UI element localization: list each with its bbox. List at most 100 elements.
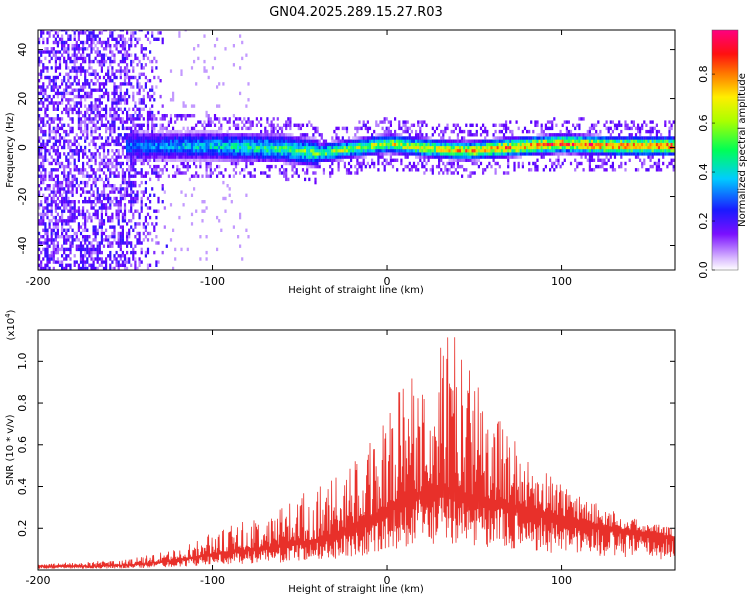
spectrogram-cell bbox=[452, 129, 455, 134]
spectrogram-cell bbox=[494, 155, 497, 159]
spectrogram-cell bbox=[186, 152, 189, 156]
spectrogram-cell bbox=[438, 164, 441, 169]
spectrogram-cell bbox=[121, 56, 124, 61]
spectrogram-cell bbox=[193, 114, 196, 118]
spectrogram-cell bbox=[82, 40, 85, 45]
spectrogram-cell bbox=[239, 145, 242, 150]
spectrogram-cell bbox=[278, 136, 281, 140]
spectrogram-cell bbox=[58, 184, 62, 188]
spectrogram-cell bbox=[58, 260, 62, 264]
spectrogram-cell bbox=[278, 158, 281, 162]
spectrogram-cell bbox=[107, 244, 110, 248]
spectrogram-cell bbox=[117, 149, 120, 153]
spectrogram-cell bbox=[433, 152, 436, 156]
spectrogram-cell bbox=[266, 155, 269, 159]
spectrogram-cell bbox=[209, 155, 212, 159]
spectrogram-cell bbox=[73, 139, 76, 143]
spectrogram-cell bbox=[109, 59, 112, 64]
spectrogram-cell bbox=[186, 155, 189, 159]
spectrogram-cell bbox=[356, 136, 359, 140]
spectrogram-cell bbox=[128, 257, 131, 261]
spectrogram-cell bbox=[128, 133, 131, 137]
spectrogram-cell bbox=[84, 222, 87, 226]
spectrogram-cell bbox=[165, 142, 168, 147]
spectrogram-cell bbox=[100, 168, 103, 172]
spectrogram-cell bbox=[123, 139, 127, 143]
spectrogram-cell bbox=[647, 168, 650, 172]
spectrogram-cell bbox=[216, 149, 219, 153]
spectrogram-cell bbox=[54, 133, 57, 137]
spectrogram-cell bbox=[423, 149, 426, 153]
spectrogram-cell bbox=[111, 79, 114, 83]
spectrogram-cell bbox=[38, 107, 41, 111]
spectrogram-cell bbox=[255, 152, 258, 156]
spectrogram-cell bbox=[82, 53, 85, 57]
spectrogram-cell bbox=[274, 155, 277, 159]
spectrogram-cell bbox=[555, 164, 558, 169]
spectrogram-cell bbox=[109, 263, 112, 267]
spectrogram-cell bbox=[44, 88, 47, 92]
spectrogram-cell bbox=[140, 101, 143, 105]
spectrogram-cell bbox=[40, 88, 43, 92]
spectrogram-cell bbox=[249, 126, 252, 131]
spectrogram-cell bbox=[90, 187, 93, 191]
spectrogram-cell bbox=[159, 174, 162, 178]
spectrogram-cell bbox=[299, 133, 302, 137]
spectrogram-cell bbox=[105, 164, 108, 169]
spectrogram-cell bbox=[270, 139, 273, 143]
spectrogram-cell bbox=[308, 145, 311, 150]
spectrogram-cell bbox=[276, 149, 279, 153]
spectrogram-cell bbox=[295, 139, 298, 143]
spectrogram-cell bbox=[77, 117, 80, 121]
spectrogram-cell bbox=[84, 129, 87, 134]
spectrogram-cell bbox=[406, 149, 409, 153]
spectrogram-cell bbox=[84, 174, 87, 178]
spectrogram-cell bbox=[163, 155, 166, 159]
spectrogram-cell bbox=[270, 158, 273, 162]
spectrogram-cell bbox=[435, 145, 439, 150]
spectrogram-cell bbox=[111, 225, 114, 229]
spectrogram-cell bbox=[94, 145, 97, 150]
spectrogram-cell bbox=[247, 171, 250, 175]
spectrogram-cell bbox=[115, 241, 118, 245]
spectrogram-cell bbox=[431, 145, 434, 150]
spectrogram-cell bbox=[544, 139, 547, 143]
spectrogram-cell bbox=[438, 142, 441, 147]
spectrogram-cell bbox=[377, 152, 380, 156]
spectrogram-cell bbox=[111, 59, 114, 64]
spectrogram-cell bbox=[56, 123, 59, 127]
spectrogram-cell bbox=[163, 114, 166, 118]
spectrogram-cell bbox=[84, 250, 87, 255]
spectrogram-cell bbox=[331, 168, 334, 172]
spectrogram-cell bbox=[161, 149, 164, 153]
spectrogram-cell bbox=[138, 107, 141, 111]
spectrogram-cell bbox=[228, 133, 231, 137]
spectrogram-cell bbox=[79, 120, 83, 124]
spectrogram-cell bbox=[435, 152, 439, 156]
spectrogram-cell bbox=[521, 142, 524, 147]
spectrogram-cell bbox=[123, 187, 127, 191]
spectrogram-cell bbox=[161, 40, 164, 45]
spectrogram-cell bbox=[595, 145, 598, 150]
spectrogram-cell bbox=[329, 149, 332, 153]
spectrogram-cell bbox=[232, 63, 235, 67]
spectrogram-cell bbox=[48, 161, 51, 166]
spectrogram-cell bbox=[157, 152, 160, 156]
spectrogram-cell bbox=[46, 184, 49, 188]
spectrogram-cell bbox=[92, 238, 95, 242]
spectrogram-cell bbox=[105, 40, 108, 45]
spectrogram-cell bbox=[86, 247, 89, 252]
spectrogram-cell bbox=[121, 123, 124, 127]
spectrogram-cell bbox=[417, 123, 420, 127]
spectrogram-cell bbox=[260, 136, 263, 140]
spectrogram-cell bbox=[44, 254, 47, 258]
spectrogram-cell bbox=[102, 238, 106, 242]
spectrogram-cell bbox=[65, 200, 68, 204]
spectrogram-cell bbox=[264, 171, 267, 175]
spectrogram-cell bbox=[105, 136, 108, 140]
spectrogram-cell bbox=[67, 123, 70, 127]
spectrogram-cell bbox=[565, 129, 568, 134]
spectrogram-cell bbox=[40, 149, 43, 153]
spectrogram-cell bbox=[134, 155, 137, 159]
spectrogram-cell bbox=[107, 126, 110, 131]
